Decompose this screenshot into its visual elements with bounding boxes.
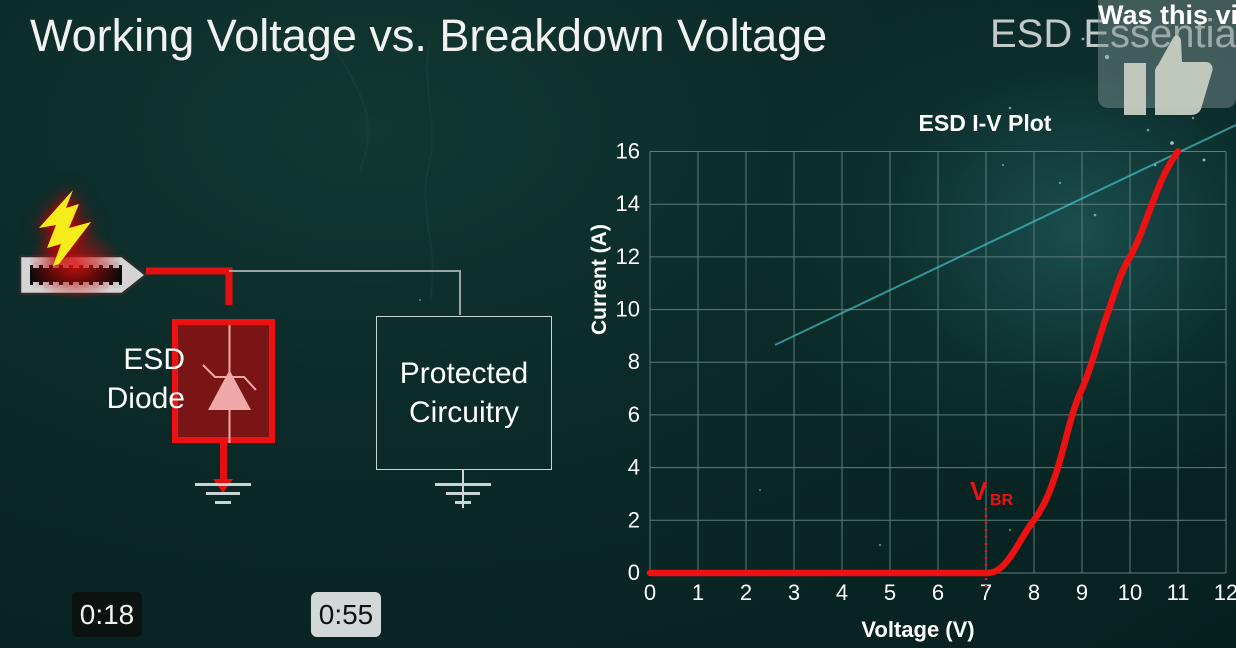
svg-text:4: 4 xyxy=(628,455,640,480)
svg-text:2: 2 xyxy=(740,580,752,605)
svg-text:BR: BR xyxy=(990,492,1014,509)
svg-text:6: 6 xyxy=(932,580,944,605)
svg-text:12: 12 xyxy=(1214,580,1236,605)
svg-text:16: 16 xyxy=(616,139,640,164)
svg-text:0: 0 xyxy=(644,580,656,605)
svg-text:0: 0 xyxy=(628,560,640,585)
svg-text:11: 11 xyxy=(1167,580,1190,605)
svg-text:2: 2 xyxy=(628,507,640,532)
svg-text:V: V xyxy=(970,476,988,506)
svg-text:10: 10 xyxy=(1118,580,1142,605)
svg-text:3: 3 xyxy=(788,580,800,605)
svg-text:12: 12 xyxy=(616,244,640,269)
svg-text:8: 8 xyxy=(628,349,640,374)
svg-text:6: 6 xyxy=(628,402,640,427)
svg-text:5: 5 xyxy=(884,580,896,605)
svg-text:10: 10 xyxy=(616,297,640,322)
svg-text:1: 1 xyxy=(692,580,704,605)
svg-text:8: 8 xyxy=(1028,580,1040,605)
svg-text:14: 14 xyxy=(616,191,640,216)
svg-text:9: 9 xyxy=(1076,580,1088,605)
svg-text:7: 7 xyxy=(980,580,992,605)
svg-text:4: 4 xyxy=(836,580,848,605)
